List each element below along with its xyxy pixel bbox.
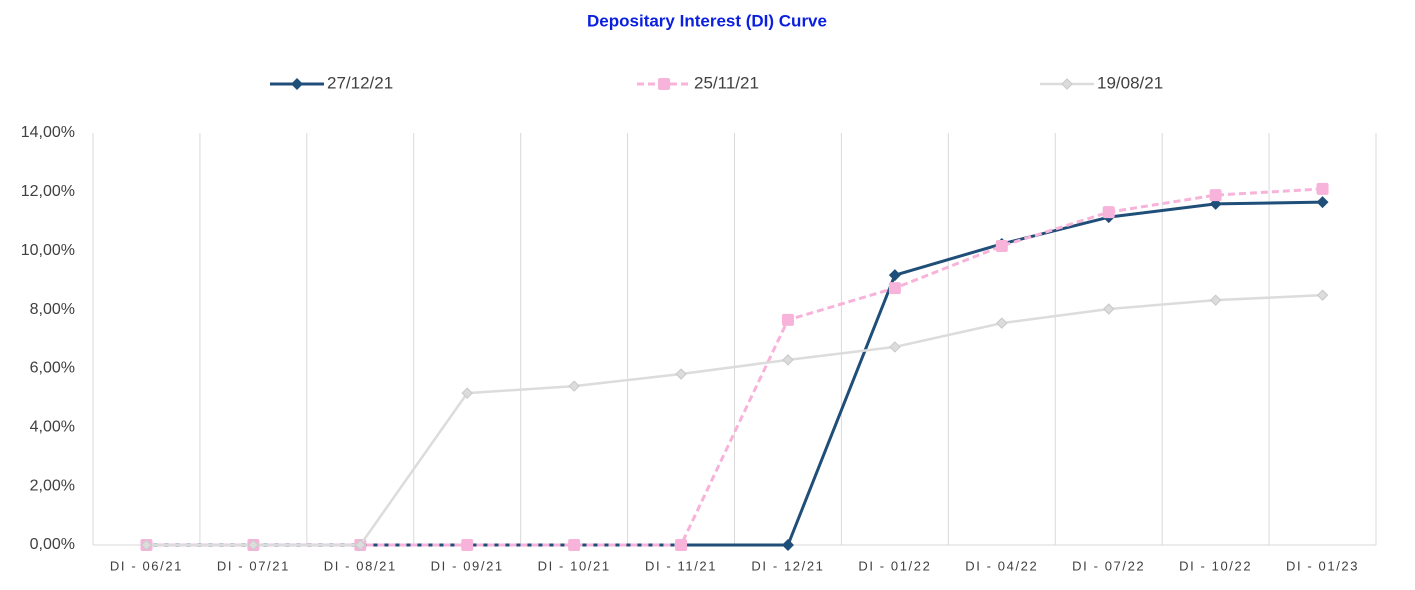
data-point (888, 269, 901, 282)
y-tick-label: 14,00% (21, 124, 75, 141)
x-tick-label: DI - 07/21 (217, 558, 290, 573)
data-point (568, 539, 581, 551)
data-point (996, 317, 1008, 329)
x-tick-label: DI - 06/21 (110, 558, 183, 573)
legend-label: 19/08/21 (1097, 73, 1163, 92)
x-tick-label: DI - 12/21 (751, 558, 824, 573)
data-point (568, 380, 580, 392)
data-point (995, 240, 1008, 253)
data-point (1209, 189, 1222, 202)
data-point (461, 387, 473, 399)
legend-marker (291, 78, 303, 90)
x-tick-label: DI - 07/22 (1072, 558, 1145, 573)
data-point (888, 282, 901, 295)
data-point (1209, 294, 1222, 306)
data-point (140, 539, 153, 551)
x-tick-label: DI - 01/22 (858, 558, 931, 573)
x-tick-label: DI - 01/23 (1286, 558, 1359, 573)
y-tick-label: 8,00% (30, 301, 75, 318)
data-point (461, 539, 474, 551)
chart-title: Depositary Interest (DI) Curve (587, 11, 827, 30)
x-tick-label: DI - 10/21 (538, 558, 611, 573)
legend-marker (658, 78, 670, 90)
x-tick-label: DI - 11/21 (645, 558, 717, 573)
x-tick-label: DI - 04/22 (965, 558, 1038, 573)
data-point (675, 368, 687, 380)
data-point (247, 539, 260, 551)
y-tick-label: 12,00% (21, 183, 75, 200)
x-tick-label: DI - 08/21 (324, 558, 397, 573)
legend-label: 27/12/21 (327, 73, 393, 92)
series-line (146, 293, 1323, 547)
data-point (781, 313, 794, 326)
y-tick-label: 10,00% (21, 242, 75, 259)
x-tick-label: DI - 09/21 (431, 558, 504, 573)
data-point (354, 539, 366, 551)
data-point (889, 341, 901, 353)
data-point (1316, 196, 1329, 209)
data-point (782, 354, 794, 366)
legend-marker (1061, 78, 1073, 90)
data-point (1103, 303, 1115, 315)
data-point (675, 539, 688, 551)
legend-label: 25/11/21 (694, 73, 759, 92)
y-tick-label: 2,00% (30, 477, 75, 494)
data-point (1316, 289, 1329, 301)
data-point (1316, 182, 1329, 195)
data-point (781, 539, 794, 551)
y-tick-label: 0,00% (30, 536, 75, 553)
y-tick-label: 4,00% (30, 419, 75, 436)
data-point (1102, 206, 1115, 219)
y-tick-label: 6,00% (30, 360, 75, 377)
x-tick-label: DI - 10/22 (1179, 558, 1252, 573)
